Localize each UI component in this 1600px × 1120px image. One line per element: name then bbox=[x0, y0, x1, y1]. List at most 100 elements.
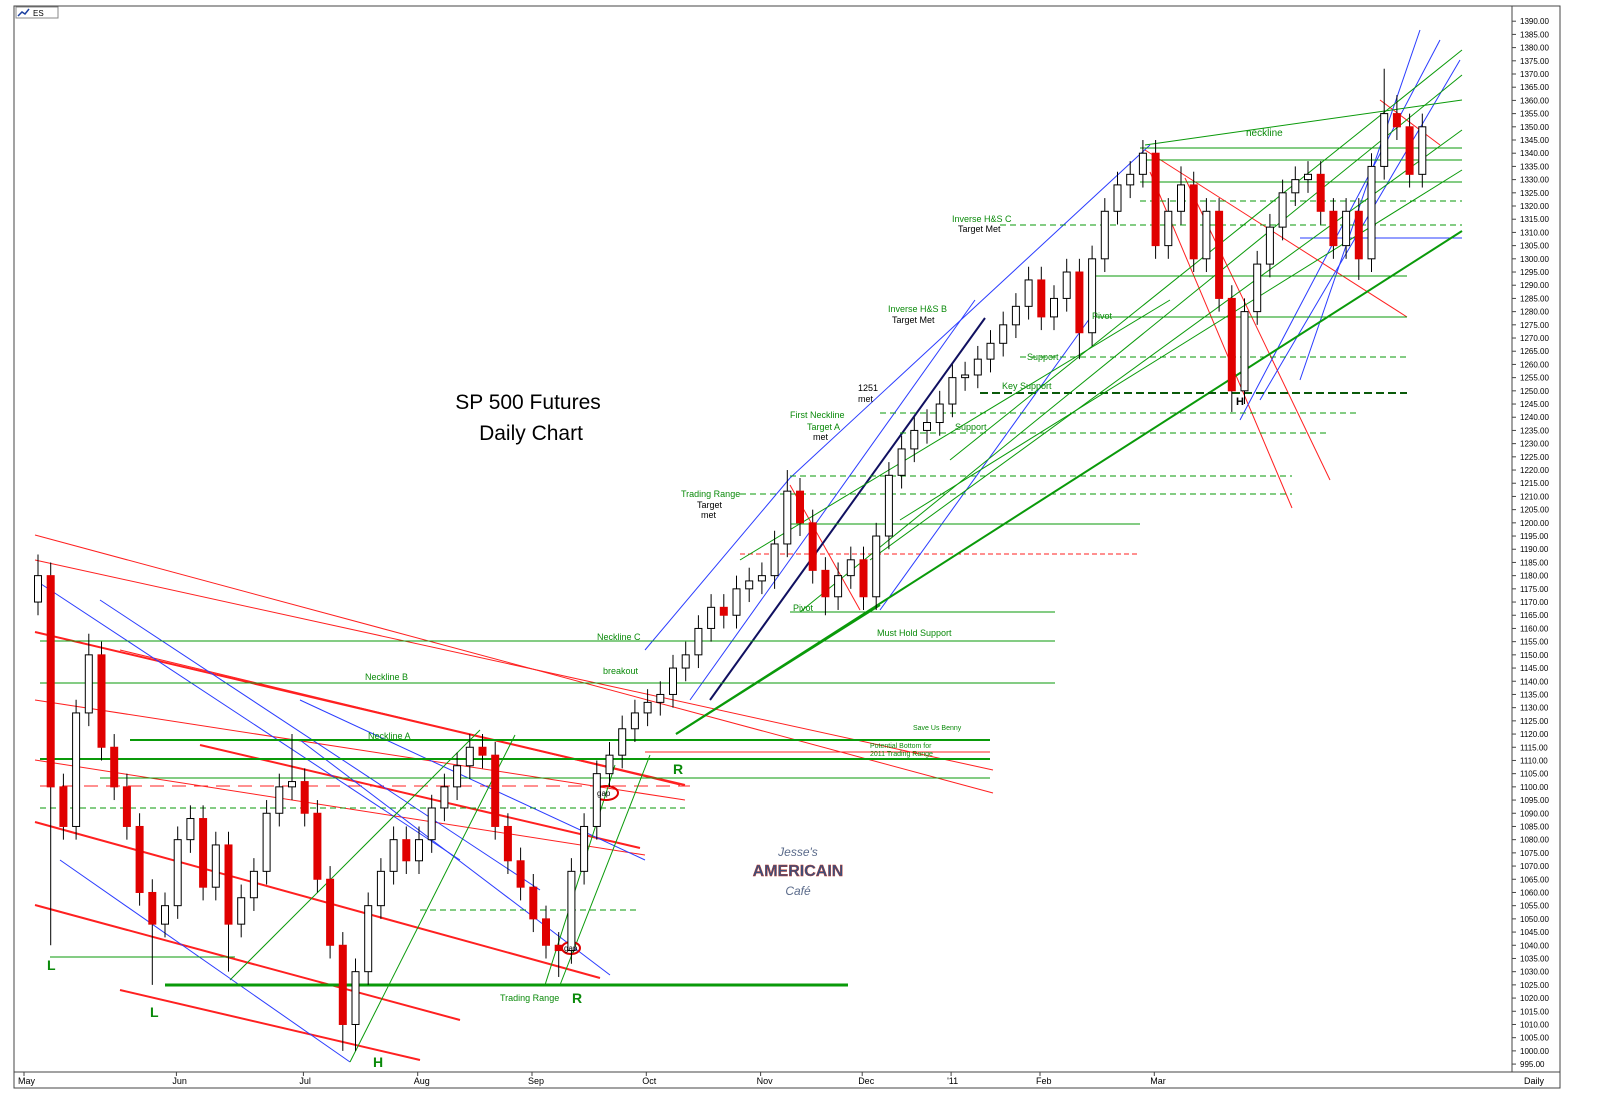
candle-body bbox=[338, 944, 347, 1025]
candle-body bbox=[1037, 279, 1046, 318]
trend-line bbox=[34, 579, 461, 861]
x-tick-label: Oct bbox=[642, 1076, 657, 1086]
candle-body bbox=[1304, 173, 1312, 181]
candle-body bbox=[313, 812, 322, 880]
y-tick-label: 1290.00 bbox=[1520, 281, 1549, 290]
trend-line bbox=[199, 744, 641, 849]
candle-body bbox=[491, 754, 500, 827]
candle-body bbox=[478, 746, 487, 756]
y-tick-label: 1120.00 bbox=[1520, 730, 1549, 739]
trend-line bbox=[59, 859, 351, 1063]
annotation: Support bbox=[1027, 352, 1059, 362]
candle-body bbox=[465, 746, 474, 767]
candle-body bbox=[923, 422, 931, 431]
annotation: Neckline C bbox=[597, 632, 641, 642]
x-tick-label: Aug bbox=[414, 1076, 430, 1086]
y-tick-label: 1370.00 bbox=[1520, 70, 1549, 79]
y-tick-label: 1105.00 bbox=[1520, 770, 1549, 779]
y-tick-label: 1180.00 bbox=[1520, 572, 1549, 581]
candle-body bbox=[1062, 271, 1071, 299]
y-tick-label: 1325.00 bbox=[1520, 189, 1549, 198]
annotation: 1251 bbox=[858, 383, 878, 393]
candle-body bbox=[1342, 210, 1351, 247]
candle-body bbox=[592, 773, 601, 827]
candle-body bbox=[732, 588, 741, 616]
trend-line bbox=[879, 317, 1091, 611]
y-tick-label: 1315.00 bbox=[1520, 215, 1549, 224]
candle-body bbox=[1392, 113, 1401, 128]
candle-body bbox=[122, 786, 131, 827]
candle-body bbox=[1265, 226, 1274, 265]
symbol-icon bbox=[17, 8, 30, 17]
y-tick-label: 1100.00 bbox=[1520, 783, 1549, 792]
logo-text: AMERICAIN bbox=[753, 863, 844, 880]
candle-body bbox=[326, 878, 335, 946]
y-tick-label: 1085.00 bbox=[1520, 822, 1549, 831]
trend-lines bbox=[34, 29, 1463, 1063]
annotation: Trading Range bbox=[500, 993, 559, 1003]
annotation: met bbox=[701, 510, 717, 520]
candle-body bbox=[224, 844, 233, 925]
y-tick-label: 1220.00 bbox=[1520, 466, 1549, 475]
candle-body bbox=[376, 870, 385, 907]
y-tick-label: 1240.00 bbox=[1520, 413, 1549, 422]
x-tick-label: May bbox=[18, 1076, 36, 1086]
y-tick-label: 1170.00 bbox=[1520, 598, 1549, 607]
y-tick-label: 1185.00 bbox=[1520, 558, 1549, 567]
candle-body bbox=[1100, 210, 1109, 260]
candle-body bbox=[719, 606, 728, 616]
annotation: R bbox=[572, 990, 582, 1006]
candle-body bbox=[402, 839, 411, 862]
x-tick-label: Sep bbox=[528, 1076, 544, 1086]
candle-body bbox=[300, 781, 309, 814]
y-tick-label: 1005.00 bbox=[1520, 1034, 1549, 1043]
candle-body bbox=[605, 754, 614, 775]
candle-body bbox=[110, 746, 119, 788]
y-tick-label: 1345.00 bbox=[1520, 136, 1549, 145]
trend-line bbox=[869, 129, 1463, 561]
candle-body bbox=[656, 693, 665, 703]
y-tick-label: 1200.00 bbox=[1520, 519, 1549, 528]
y-tick-label: 1270.00 bbox=[1520, 334, 1549, 343]
y-tick-label: 1205.00 bbox=[1520, 506, 1549, 515]
y-tick-label: 1020.00 bbox=[1520, 994, 1549, 1003]
y-tick-label: 1095.00 bbox=[1520, 796, 1549, 805]
y-tick-label: 1155.00 bbox=[1520, 638, 1549, 647]
symbol: ES bbox=[33, 9, 44, 18]
y-tick-label: 1310.00 bbox=[1520, 228, 1549, 237]
candle-body bbox=[1291, 179, 1300, 194]
annotation: neckline bbox=[1246, 128, 1283, 139]
candle-body bbox=[503, 825, 512, 862]
annotation: Inverse H&S C bbox=[952, 214, 1012, 224]
period-label: Daily bbox=[1524, 1076, 1545, 1086]
candle-body bbox=[681, 654, 690, 669]
candle-body bbox=[427, 807, 436, 841]
candle-body bbox=[1151, 152, 1160, 247]
annotation: L bbox=[47, 957, 56, 973]
candle-body bbox=[630, 712, 639, 730]
candle-body bbox=[834, 575, 843, 598]
x-tick-label: Nov bbox=[757, 1076, 774, 1086]
candle-body bbox=[846, 559, 855, 577]
candle-body bbox=[770, 543, 779, 577]
y-tick-label: 995.00 bbox=[1520, 1060, 1545, 1069]
green-lines bbox=[40, 49, 1463, 1063]
annotation: Key Support bbox=[1002, 381, 1052, 391]
trend-line bbox=[229, 729, 481, 981]
annotation: Target A bbox=[807, 422, 840, 432]
blue-lines bbox=[34, 29, 1462, 1063]
y-tick-label: 1350.00 bbox=[1520, 123, 1549, 132]
trend-line bbox=[349, 734, 516, 1063]
y-tick-label: 1235.00 bbox=[1520, 426, 1549, 435]
candle-body bbox=[669, 667, 677, 695]
annotation: Target Met bbox=[892, 315, 935, 325]
y-tick-label: 1135.00 bbox=[1520, 690, 1549, 699]
candle-body bbox=[1050, 297, 1058, 318]
candle-body bbox=[1380, 113, 1389, 167]
y-tick-label: 1015.00 bbox=[1520, 1007, 1549, 1016]
candle-body bbox=[186, 818, 195, 841]
candle-body bbox=[59, 786, 68, 827]
y-tick-label: 1215.00 bbox=[1520, 479, 1549, 488]
candle-body bbox=[884, 474, 893, 537]
candle-body bbox=[808, 522, 817, 571]
